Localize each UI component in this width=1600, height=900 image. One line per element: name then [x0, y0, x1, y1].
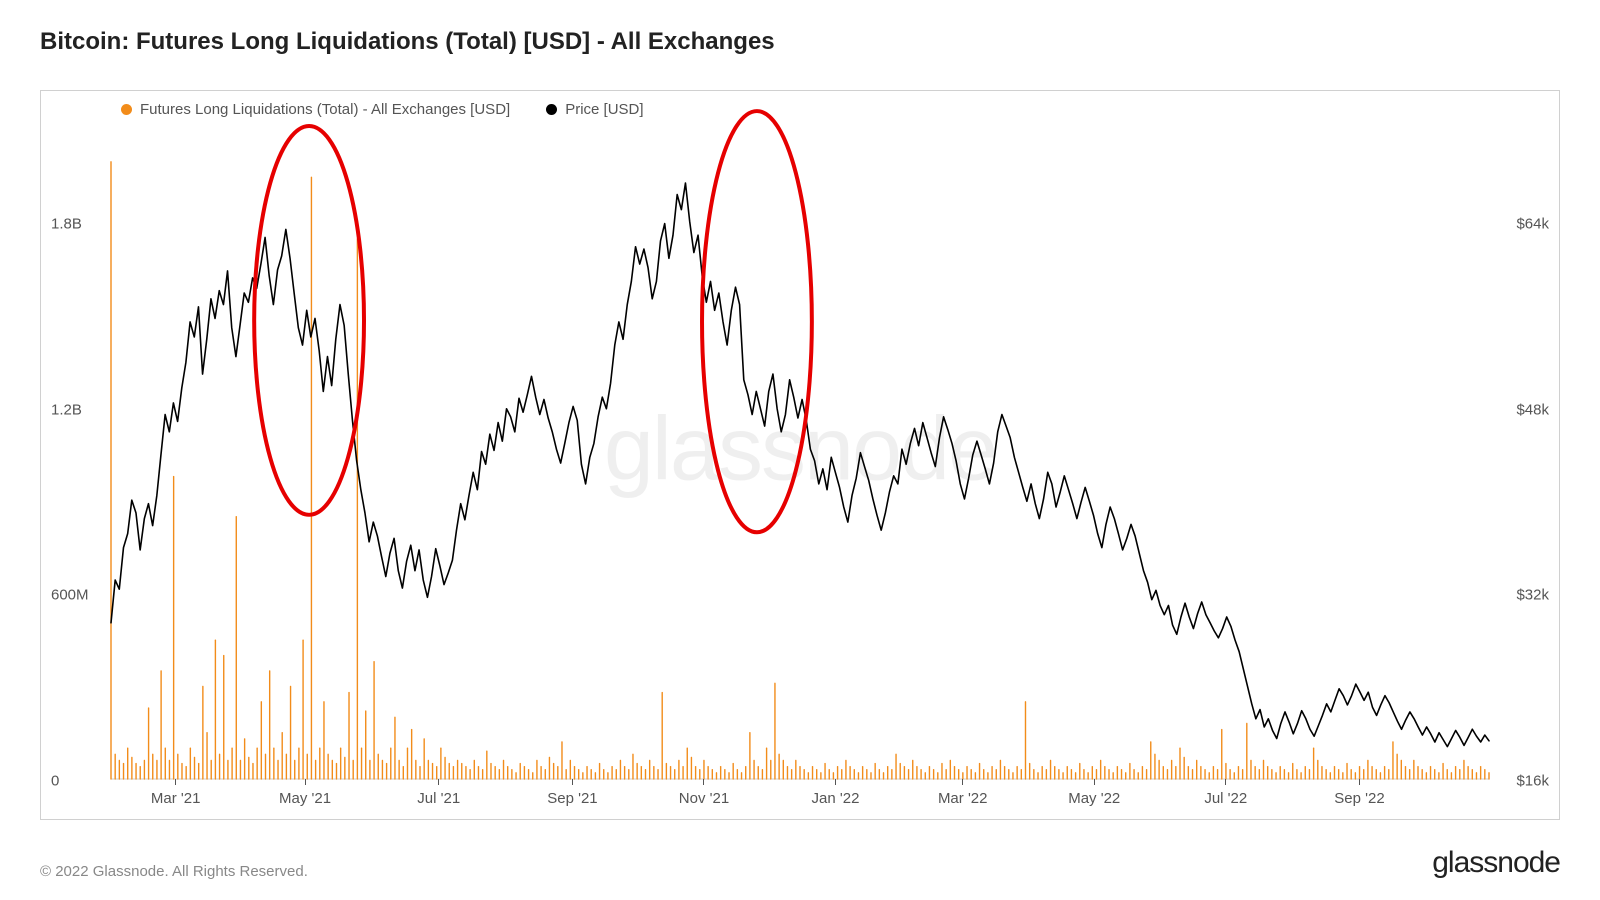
- plot-svg: [111, 131, 1489, 779]
- x-tick: [835, 779, 836, 785]
- x-tick: [703, 779, 704, 785]
- x-tick-label: Jul '21: [417, 790, 460, 807]
- x-tick-label: Mar '21: [151, 790, 201, 807]
- y-right-tick-label: $16k: [1516, 773, 1549, 790]
- y-right-tick-label: $48k: [1516, 401, 1549, 418]
- x-tick: [572, 779, 573, 785]
- chart-title: Bitcoin: Futures Long Liquidations (Tota…: [40, 28, 1560, 56]
- footer: © 2022 Glassnode. All Rights Reserved. g…: [40, 846, 1560, 880]
- x-tick: [962, 779, 963, 785]
- y-left-tick-label: 1.2B: [51, 401, 82, 418]
- y-left-tick-label: 600M: [51, 587, 89, 604]
- y-left-tick-label: 0: [51, 773, 59, 790]
- x-tick: [175, 779, 176, 785]
- x-tick: [1225, 779, 1226, 785]
- y-left-tick-label: 1.8B: [51, 215, 82, 232]
- legend-label-price: Price [USD]: [565, 101, 643, 118]
- y-right-tick-label: $64k: [1516, 215, 1549, 232]
- x-tick: [1359, 779, 1360, 785]
- x-tick: [305, 779, 306, 785]
- x-tick-label: Nov '21: [679, 790, 729, 807]
- x-tick-label: Sep '21: [547, 790, 597, 807]
- chart-container: Bitcoin: Futures Long Liquidations (Tota…: [0, 0, 1600, 900]
- legend-dot-liquidations: [121, 104, 132, 115]
- legend-item-liquidations: Futures Long Liquidations (Total) - All …: [121, 101, 510, 118]
- brand-logo: glassnode: [1432, 846, 1560, 880]
- x-tick: [438, 779, 439, 785]
- chart-frame: Futures Long Liquidations (Total) - All …: [40, 90, 1560, 820]
- x-tick-label: Jul '22: [1204, 790, 1247, 807]
- x-tick-label: Sep '22: [1334, 790, 1384, 807]
- legend-item-price: Price [USD]: [546, 101, 643, 118]
- x-tick-label: May '21: [279, 790, 331, 807]
- x-tick-label: Mar '22: [938, 790, 988, 807]
- plot-area: [111, 131, 1489, 779]
- x-tick: [1094, 779, 1095, 785]
- legend: Futures Long Liquidations (Total) - All …: [121, 101, 644, 118]
- x-tick-label: May '22: [1068, 790, 1120, 807]
- legend-dot-price: [546, 104, 557, 115]
- y-right-tick-label: $32k: [1516, 587, 1549, 604]
- copyright: © 2022 Glassnode. All Rights Reserved.: [40, 863, 308, 880]
- x-tick-label: Jan '22: [812, 790, 860, 807]
- legend-label-liquidations: Futures Long Liquidations (Total) - All …: [140, 101, 510, 118]
